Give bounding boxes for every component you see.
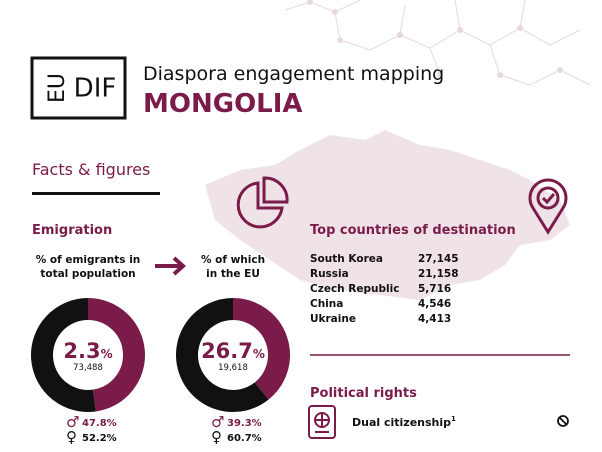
right-item: Dual citizenship1 [352,415,456,429]
section-title: Facts & figures [32,160,150,179]
logo-text: DIF [74,74,117,104]
caption: % of which [201,254,265,266]
divider [32,192,160,195]
no-icon [557,415,569,427]
country: South Korea [310,253,383,265]
male-share: 47.8% [82,418,117,429]
caption: total population [40,268,135,280]
section-title: Top countries of destination [310,223,516,238]
count: 19,618 [218,363,248,373]
pie-icon [236,176,289,229]
percentage-unit: % [101,347,113,361]
arrow [155,256,187,276]
passport-icon [308,405,336,439]
count: 73,488 [73,363,103,373]
male-symbol: ♂ [211,413,224,431]
map [205,130,570,300]
count: 4,546 [418,298,451,310]
percentage-value: 26.7 [201,339,253,363]
country-name: MONGOLIA [143,89,303,119]
country: Russia [310,268,349,280]
country: China [310,298,343,310]
female-share: 52.2% [82,433,117,444]
male-symbol: ♂ [66,413,79,431]
count: 27,145 [418,253,459,265]
female-symbol: ♀ [211,428,222,446]
logo-box [30,56,127,120]
caption: in the EU [206,268,260,280]
right-label: Dual citizenship [352,416,451,429]
male-arc [232,298,290,400]
female-arc [176,298,269,412]
country: Ukraine [310,313,356,325]
male-arc [87,298,145,412]
female-share: 60.7% [227,433,262,444]
country: Czech Republic [310,283,399,295]
section-title: Political rights [310,386,417,401]
footnote: 1 [451,415,456,423]
female-symbol: ♀ [66,428,77,446]
network-decoration [284,0,591,86]
percentage: 26.7% [201,339,265,363]
percentage-unit: % [253,347,265,361]
count: 4,413 [418,313,451,325]
percentage-value: 2.3 [63,339,100,363]
female-arc [31,298,96,412]
percentage: 2.3% [63,339,112,363]
logo-text: EU [45,73,70,103]
male-share: 39.3% [227,418,262,429]
caption: % of emigrants in [36,254,141,266]
section-title: Emigration [32,223,112,238]
count: 5,716 [418,283,451,295]
header-title: Diaspora engagement mapping [143,63,444,85]
count: 21,158 [418,268,459,280]
pin-icon [528,178,568,235]
